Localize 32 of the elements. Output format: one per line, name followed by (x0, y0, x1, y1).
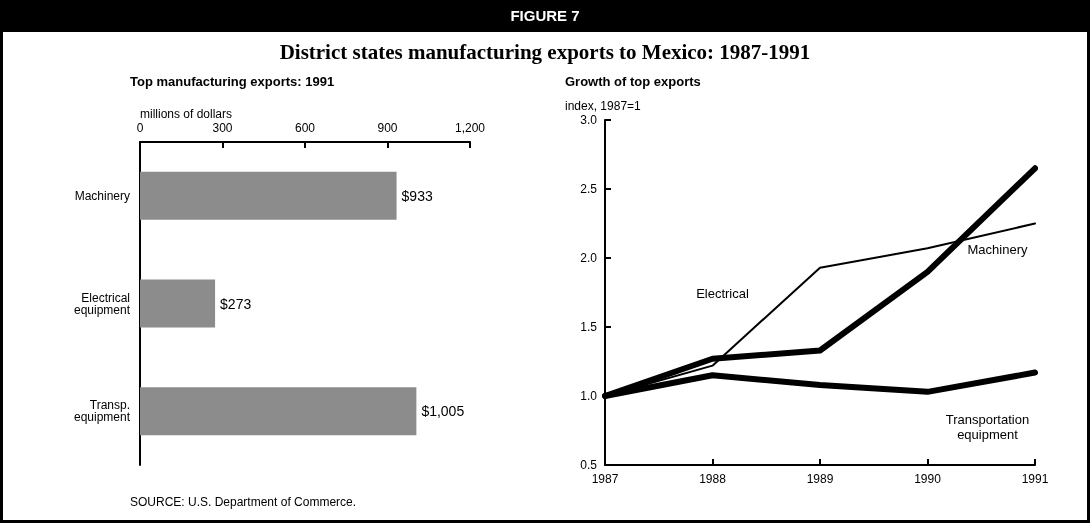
x-tick-label: 1989 (806, 472, 834, 486)
x-tick-label: 1990 (914, 472, 942, 486)
y-tick-label: Machinery (74, 188, 130, 203)
x-tick-label: 0 (136, 121, 144, 135)
x-tick-label: 1988 (699, 472, 727, 486)
chart-title: Growth of top exports (565, 74, 701, 89)
y-tick-label: 3.0 (580, 113, 598, 127)
data-label: $273 (220, 295, 252, 312)
series-label: Machinery (967, 241, 1028, 257)
chart-title: Top manufacturing exports: 1991 (130, 74, 335, 89)
y-tick-label: 1.0 (580, 389, 598, 403)
x-tick-label: 300 (212, 121, 233, 135)
x-tick-label: 1,200 (454, 121, 486, 135)
x-tick-label: 600 (294, 121, 316, 135)
y-tick-label: Electrical equipment (73, 290, 131, 317)
text: District states manufacturing exports to Mexico: 1987-1991 (278, 40, 812, 65)
y-tick-label: 2.5 (580, 182, 598, 196)
x-tick-label: 1987 (591, 472, 619, 486)
x-tick-label: 1991 (1021, 472, 1049, 486)
caption: FIGURE 7 (0, 0, 1090, 32)
data-label: $1,005 (421, 403, 465, 420)
source-note: SOURCE: U.S. Department of Commerce. (130, 495, 357, 509)
x-tick-label: 900 (377, 121, 398, 135)
y-tick-label: 1.5 (580, 320, 598, 334)
y-tick-label: 0.5 (580, 458, 598, 472)
y-axis-title: index, 1987=1 (565, 99, 642, 113)
y-tick-label: Transp. equipment (73, 398, 131, 425)
data-label: $933 (401, 187, 433, 204)
series-label: Electrical (696, 285, 749, 301)
series-label: Transportation equipment (945, 411, 1030, 442)
x-axis-title: millions of dollars (140, 107, 233, 121)
y-tick-label: 2.0 (580, 251, 598, 265)
